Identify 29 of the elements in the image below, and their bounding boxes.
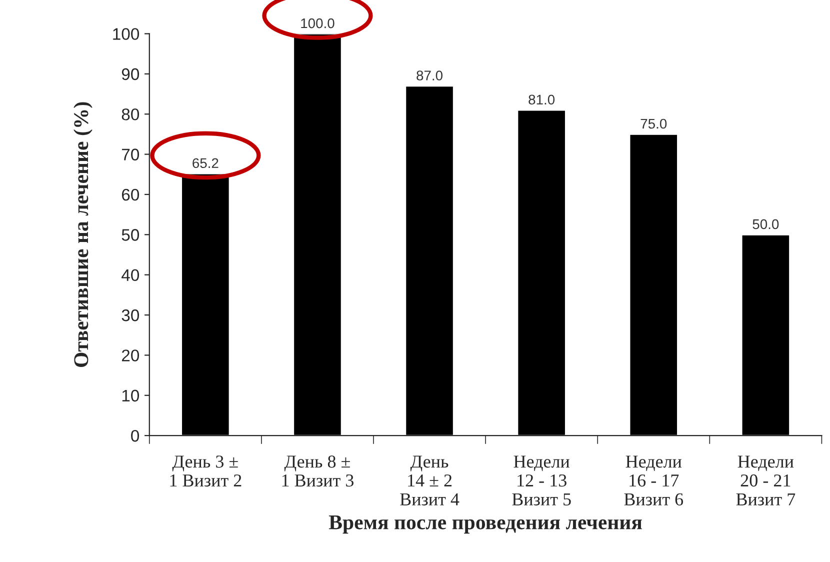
data-label: 100.0 bbox=[301, 18, 334, 28]
data-label: 81.0 bbox=[528, 94, 555, 105]
x-tick-label: Недели 12 - 13 Визит 5 bbox=[512, 456, 571, 506]
bar bbox=[516, 109, 566, 436]
x-tick-label: День 14 ± 2 Визит 4 bbox=[400, 456, 460, 506]
bar bbox=[628, 133, 678, 436]
x-axis-title: Время после проведения лечения bbox=[328, 516, 642, 534]
y-tick-label: 90 bbox=[122, 68, 140, 80]
x-tick-label: Недели 16 - 17 Визит 6 bbox=[624, 456, 684, 506]
data-label: 75.0 bbox=[640, 118, 667, 129]
y-axis-title: Ответившие на лечение (%) bbox=[74, 102, 92, 367]
y-tick-label: 40 bbox=[122, 269, 140, 282]
y-tick-label: 80 bbox=[122, 108, 140, 120]
x-tick-label: Недели 20 - 21 Визит 7 bbox=[736, 456, 796, 506]
bar bbox=[404, 85, 454, 436]
y-tick-label: 70 bbox=[122, 148, 140, 160]
y-tick-label: 30 bbox=[122, 309, 140, 322]
y-tick-label: 100 bbox=[113, 28, 140, 40]
y-tick-label: 20 bbox=[122, 350, 140, 362]
y-tick-label: 60 bbox=[122, 188, 140, 201]
bar bbox=[740, 234, 790, 436]
data-label: 65.2 bbox=[192, 158, 218, 168]
y-tick-label: 10 bbox=[122, 390, 140, 402]
x-tick-label: День 3 ± 1 Визит 2 bbox=[170, 456, 242, 487]
data-label: 87.0 bbox=[416, 70, 442, 80]
y-tick-label: 50 bbox=[122, 229, 140, 241]
y-tick-label: 0 bbox=[131, 430, 140, 442]
x-tick-label: День 8 ± 1 Визит 3 bbox=[282, 456, 354, 487]
data-label: 50.0 bbox=[752, 219, 779, 230]
